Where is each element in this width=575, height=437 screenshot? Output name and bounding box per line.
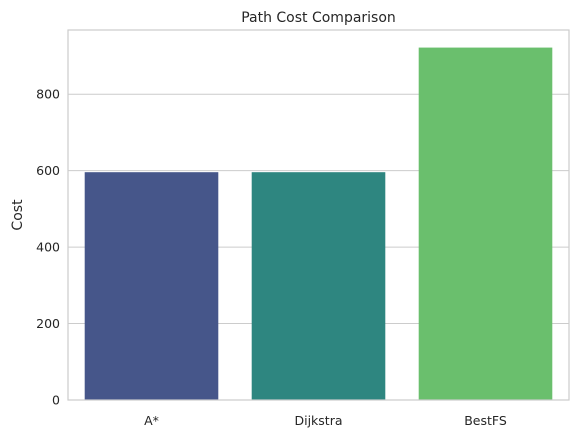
- y-tick-label: 800: [36, 87, 60, 102]
- y-tick-label: 200: [36, 316, 60, 331]
- bar: [84, 172, 219, 400]
- x-tick-label: A*: [144, 413, 159, 428]
- x-tick-label: Dijkstra: [294, 413, 342, 428]
- y-tick-label: 0: [52, 393, 60, 408]
- x-tick-label: BestFS: [464, 413, 507, 428]
- bars: [84, 47, 553, 401]
- plot-frame: [67, 29, 570, 401]
- chart-title: Path Cost Comparison: [241, 10, 396, 26]
- y-tick-label: 400: [36, 240, 60, 255]
- bar: [251, 172, 386, 400]
- y-tick-labels: 0 200 400 600 800: [36, 87, 60, 408]
- y-tick-label: 600: [36, 163, 60, 178]
- bar: [418, 47, 553, 401]
- y-axis-label: Cost: [10, 199, 26, 231]
- x-tick-labels: A* Dijkstra BestFS: [144, 413, 507, 428]
